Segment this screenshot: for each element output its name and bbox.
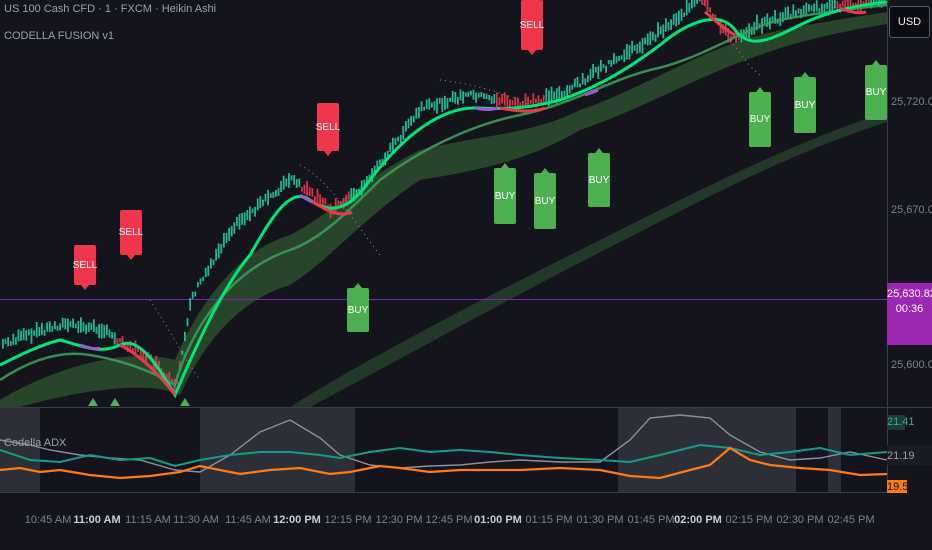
- bearish-ma-segments: [119, 6, 867, 396]
- mid-trend-ribbon: [0, 12, 887, 407]
- minus-di-value-bg: [887, 480, 907, 493]
- time-tick: 12:45 PM: [425, 514, 473, 526]
- sell-signal: SELL: [316, 103, 340, 156]
- price-tick: 25,600.00: [891, 359, 932, 371]
- bar-countdown: 00:36: [895, 303, 924, 315]
- time-tick: 02:45 PM: [827, 514, 875, 526]
- buy-signal: BUY: [347, 283, 369, 332]
- plus-di-line: [0, 443, 888, 468]
- time-tick: 11:15 AM: [125, 514, 171, 526]
- bottom-buy-markers: [88, 398, 190, 406]
- time-tick: 01:00 PM: [474, 514, 522, 526]
- minus-di-value: 19.59: [887, 481, 915, 493]
- time-tick: 12:15 PM: [324, 514, 372, 526]
- time-tick: 12:00 PM: [273, 514, 321, 526]
- time-tick: 02:30 PM: [776, 514, 824, 526]
- time-tick: 12:30 PM: [375, 514, 423, 526]
- symbol-title[interactable]: US 100 Cash CFD · 1 · FXCM · Heikin Ashi: [4, 3, 217, 15]
- sell-signal: SELL: [119, 210, 143, 260]
- indicator-legend-main[interactable]: CODELLA FUSION v1: [4, 30, 115, 42]
- slow-ma-line: [0, 3, 888, 387]
- buy-signal: BUY: [865, 60, 887, 120]
- price-tick: 25,720.00: [891, 96, 932, 108]
- sell-signal: SELL: [520, 0, 544, 55]
- time-tick: 02:15 PM: [725, 514, 773, 526]
- adx-value-bg: [887, 415, 905, 430]
- slow-trend-ribbon: [290, 112, 887, 407]
- price-tick: 25,670.00: [891, 204, 932, 216]
- plus-di-value-bg: [887, 445, 932, 465]
- current-price-tag-bg: [887, 283, 932, 345]
- buy-signal: BUY: [494, 163, 516, 224]
- buy-signal: BUY: [749, 87, 771, 147]
- buy-signal: BUY: [588, 148, 610, 207]
- indicator-legend-sub[interactable]: Codella ADX: [4, 437, 67, 449]
- time-tick: 01:15 PM: [525, 514, 573, 526]
- current-price-label: 25,630.82: [887, 288, 932, 300]
- main-pane: [0, 0, 887, 407]
- plus-di-value: 21.19: [887, 450, 915, 462]
- time-tick: 11:30 AM: [173, 514, 219, 526]
- fast-ma-line: [0, 0, 888, 399]
- time-tick: 01:30 PM: [576, 514, 624, 526]
- trailing-stop-dots: [149, 0, 761, 381]
- time-tick: 11:45 AM: [225, 514, 271, 526]
- time-tick: 02:00 PM: [674, 514, 722, 526]
- buy-signal: BUY: [794, 72, 816, 133]
- sell-signal: SELL: [73, 245, 97, 290]
- transition-ma-segments: [79, 88, 599, 351]
- time-tick: 11:00 AM: [73, 514, 121, 526]
- adx-line: [0, 414, 888, 473]
- adx-value: 21.41: [887, 416, 915, 428]
- buy-signal: BUY: [534, 168, 556, 229]
- minus-di-line: [0, 446, 888, 480]
- time-tick: 10:45 AM: [24, 514, 72, 526]
- time-tick: 01:45 PM: [627, 514, 675, 526]
- currency-button[interactable]: USD: [889, 6, 930, 38]
